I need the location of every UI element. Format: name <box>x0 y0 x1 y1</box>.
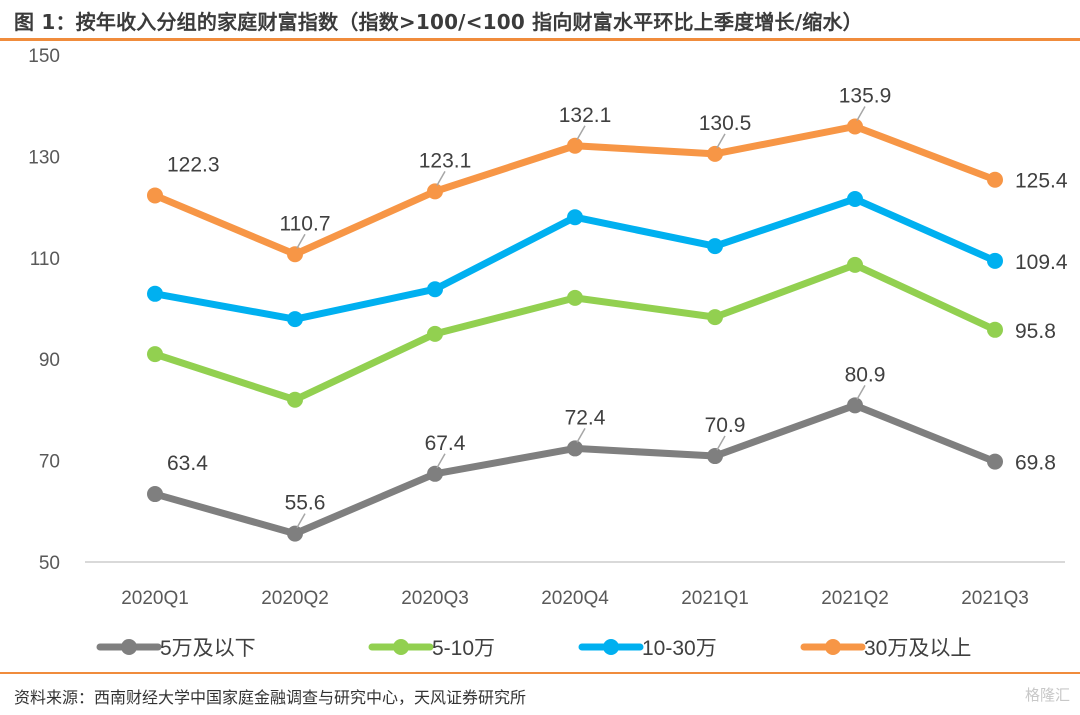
data-point <box>707 145 723 162</box>
leader-line <box>856 384 866 400</box>
data-label: 95.8 <box>1015 320 1056 343</box>
data-point <box>987 171 1003 188</box>
data-point <box>427 465 443 482</box>
legend: 5万及以下 5-10万 10-30万 30万及以上 <box>96 637 971 660</box>
data-label: 135.9 <box>839 84 892 107</box>
data-point <box>987 453 1003 470</box>
data-label: 55.6 <box>285 492 326 515</box>
x-tick-label: 2021Q3 <box>961 588 1029 609</box>
source-note: 资料来源：西南财经大学中国家庭金融调查与研究中心，天风证券研究所 <box>14 688 527 707</box>
data-label: 63.4 <box>167 452 208 475</box>
data-point <box>567 440 583 457</box>
leader-line <box>436 453 446 469</box>
data-label: 72.4 <box>565 406 606 429</box>
x-tick-label: 2020Q4 <box>541 588 609 609</box>
data-point <box>567 289 583 306</box>
data-point <box>847 256 863 273</box>
data-point <box>987 252 1003 269</box>
legend-swatch-marker <box>393 639 409 655</box>
leader-line <box>716 133 726 149</box>
data-point <box>287 311 303 328</box>
legend-swatch-marker <box>825 639 841 655</box>
legend-item: 30万及以上 <box>800 637 971 660</box>
series-group <box>147 118 1003 542</box>
series-3 <box>147 118 1003 263</box>
data-point <box>147 285 163 302</box>
leader-line <box>576 428 586 443</box>
data-label: 130.5 <box>699 112 752 135</box>
x-tick-label: 2020Q3 <box>401 588 469 609</box>
legend-swatch-marker <box>121 639 137 655</box>
data-point <box>567 137 583 154</box>
data-label: 67.4 <box>425 432 466 455</box>
data-labels: 63.4 55.6 67.4 72.4 70.9 80.9 69.8 95.8 109.4 122… <box>167 84 1068 528</box>
legend-label: 10-30万 <box>642 637 717 660</box>
leader-line <box>296 513 306 528</box>
legend-item: 5万及以下 <box>96 637 256 660</box>
y-tick-label: 90 <box>39 350 60 371</box>
data-point <box>427 325 443 342</box>
y-tick-label: 50 <box>39 553 60 574</box>
data-label: 122.3 <box>167 153 220 176</box>
data-point <box>707 238 723 255</box>
legend-item: 10-30万 <box>578 637 717 660</box>
data-point <box>427 183 443 200</box>
chart-title: 图 1：按年收入分组的家庭财富指数（指数>100/<100 指向财富水平环比上季… <box>14 10 863 34</box>
x-tick-label: 2021Q1 <box>681 588 749 609</box>
data-point <box>147 486 163 503</box>
data-point <box>287 246 303 263</box>
series-0 <box>147 397 1003 542</box>
data-label: 110.7 <box>280 212 331 235</box>
line-chart: 50 70 90 110 130 150 2020Q1 2020Q2 2020Q3 2020Q4… <box>28 46 1068 660</box>
legend-item: 5-10万 <box>368 637 495 660</box>
y-tick-label: 130 <box>28 147 60 168</box>
series-1 <box>147 256 1003 408</box>
top-divider <box>0 38 1080 41</box>
data-point <box>147 346 163 363</box>
data-point <box>847 190 863 207</box>
leader-line <box>856 106 866 121</box>
data-point <box>427 281 443 298</box>
leader-line <box>576 125 586 141</box>
data-label: 109.4 <box>1015 251 1068 274</box>
data-label: 125.4 <box>1015 170 1068 193</box>
leader-line <box>436 171 446 186</box>
data-point <box>707 309 723 326</box>
data-point <box>287 525 303 542</box>
y-tick-label: 150 <box>28 46 60 67</box>
x-tick-label: 2021Q2 <box>821 588 889 609</box>
series-2 <box>147 190 1003 328</box>
data-point <box>707 448 723 465</box>
data-label: 70.9 <box>705 414 746 437</box>
y-tick-label: 70 <box>39 452 60 473</box>
data-label: 132.1 <box>559 104 612 127</box>
legend-label: 5万及以下 <box>160 637 256 660</box>
x-axis: 2020Q1 2020Q2 2020Q3 2020Q4 2021Q1 2021Q2 2021… <box>121 588 1029 609</box>
legend-swatch-marker <box>603 639 619 655</box>
bottom-divider <box>0 672 1080 674</box>
data-point <box>147 187 163 204</box>
legend-label: 30万及以上 <box>864 637 971 660</box>
x-tick-label: 2020Q2 <box>261 588 329 609</box>
y-tick-label: 110 <box>30 249 60 270</box>
data-label: 123.1 <box>419 149 472 172</box>
data-point <box>987 321 1003 338</box>
data-label: 69.8 <box>1015 452 1056 475</box>
leader-line <box>716 435 726 451</box>
data-label: 80.9 <box>845 363 886 386</box>
watermark-logo: 格隆汇 <box>1024 686 1070 704</box>
x-tick-label: 2020Q1 <box>121 588 189 609</box>
leader-line <box>296 233 306 249</box>
data-point <box>567 209 583 226</box>
legend-label: 5-10万 <box>432 637 495 660</box>
data-point <box>847 118 863 135</box>
data-point <box>287 391 303 408</box>
data-point <box>847 397 863 414</box>
y-axis: 50 70 90 110 130 150 <box>28 46 60 574</box>
